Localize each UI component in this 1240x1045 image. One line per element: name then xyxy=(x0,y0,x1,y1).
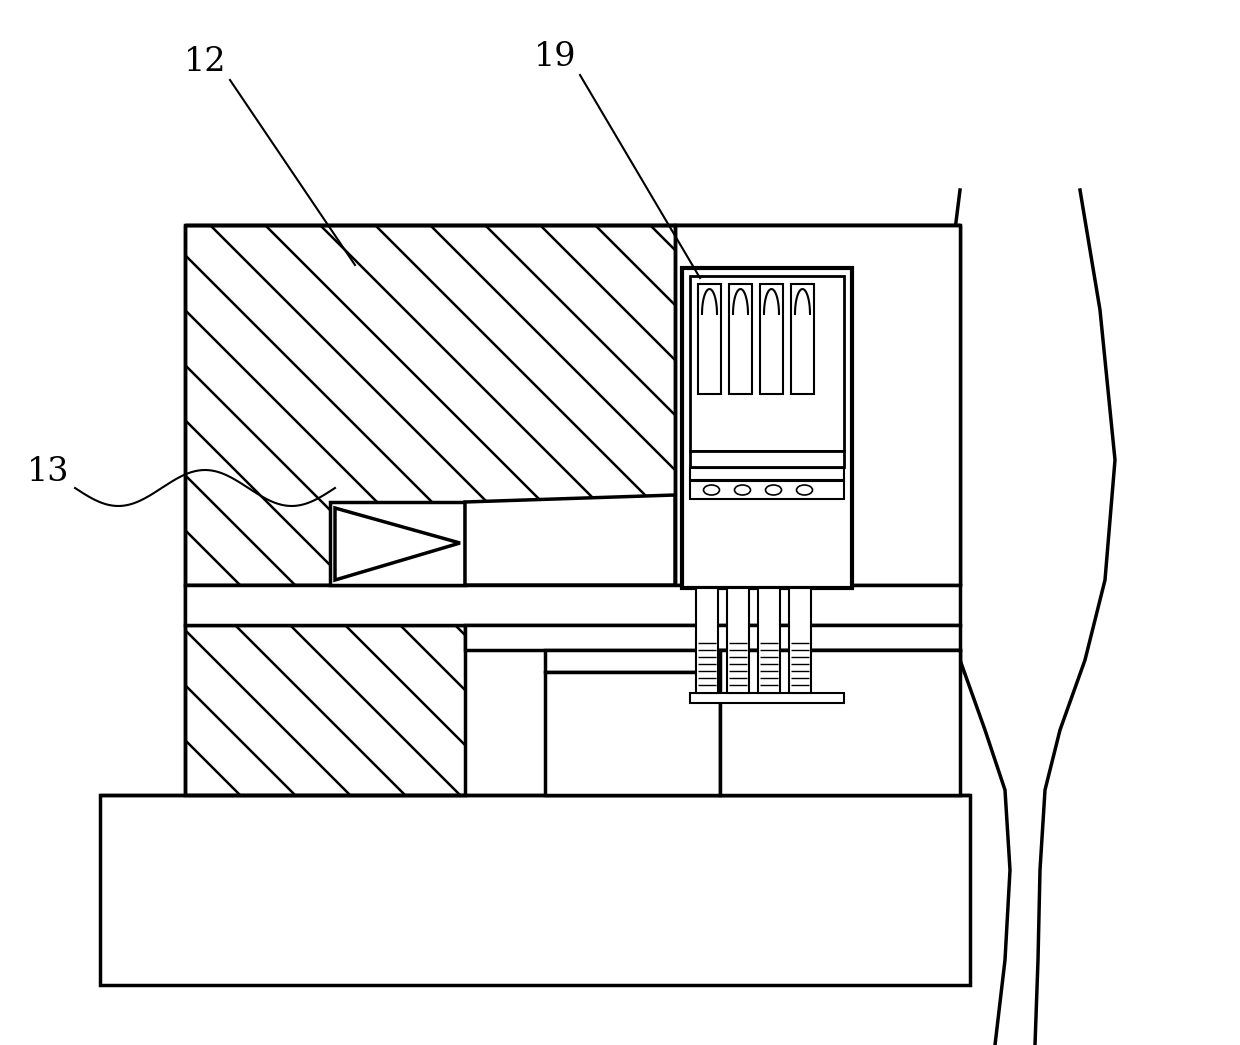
Bar xyxy=(185,585,960,625)
Text: 13: 13 xyxy=(27,456,69,488)
Bar xyxy=(698,284,720,394)
Bar xyxy=(729,284,751,394)
Text: 19: 19 xyxy=(533,41,577,73)
Bar xyxy=(758,588,780,693)
Bar xyxy=(100,795,970,985)
Bar xyxy=(689,468,844,480)
Bar xyxy=(689,693,844,703)
Ellipse shape xyxy=(796,485,812,495)
Bar xyxy=(675,225,960,585)
Ellipse shape xyxy=(765,485,781,495)
Bar xyxy=(185,625,465,795)
Bar xyxy=(727,588,749,693)
Ellipse shape xyxy=(734,485,750,495)
Bar xyxy=(791,284,813,394)
Text: 12: 12 xyxy=(184,46,226,78)
Bar xyxy=(682,268,852,588)
Bar xyxy=(546,672,720,795)
Bar xyxy=(546,650,960,672)
Bar xyxy=(689,451,844,467)
Bar xyxy=(689,276,844,451)
Bar xyxy=(465,625,960,650)
Bar xyxy=(789,588,811,693)
Bar xyxy=(689,481,844,500)
Bar xyxy=(760,284,782,394)
Bar xyxy=(185,225,675,585)
Bar xyxy=(330,502,465,585)
Bar xyxy=(696,588,718,693)
Polygon shape xyxy=(465,495,675,585)
Ellipse shape xyxy=(703,485,719,495)
Bar xyxy=(720,650,960,795)
Polygon shape xyxy=(335,508,460,580)
